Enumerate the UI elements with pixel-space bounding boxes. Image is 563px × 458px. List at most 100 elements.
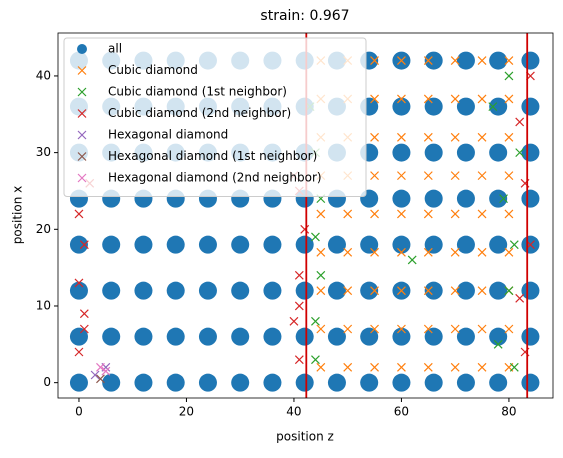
point [423, 286, 433, 296]
point [316, 247, 326, 257]
point [294, 301, 304, 311]
point [263, 281, 282, 300]
point [231, 327, 250, 346]
point [456, 51, 475, 70]
point [489, 373, 508, 392]
point [263, 235, 282, 254]
point [423, 324, 433, 334]
x-tick-label: 20 [179, 405, 194, 419]
point [423, 171, 433, 181]
point [450, 56, 460, 66]
point [360, 327, 379, 346]
point [515, 117, 525, 127]
point [477, 247, 487, 257]
point [327, 373, 346, 392]
point [504, 286, 514, 296]
point [392, 189, 411, 208]
legend-marker [77, 173, 87, 183]
point [423, 56, 433, 66]
point [311, 232, 320, 242]
point [295, 373, 314, 392]
legend-marker [77, 109, 87, 118]
point [231, 235, 250, 254]
point [295, 327, 314, 346]
point [74, 278, 84, 288]
y-tick-label: 0 [43, 375, 51, 389]
point [96, 362, 105, 372]
point [515, 148, 525, 158]
point [397, 94, 406, 104]
y-axis-label: position x [11, 186, 25, 244]
point [456, 373, 475, 392]
point [79, 240, 89, 250]
point [198, 281, 217, 300]
legend-label: Cubic diamond (1st neighbor) [108, 85, 287, 99]
point [489, 281, 508, 300]
point [316, 209, 326, 219]
point [493, 339, 503, 349]
point [69, 327, 88, 346]
point [423, 132, 433, 142]
point [397, 132, 406, 142]
point [360, 373, 379, 392]
point [343, 247, 353, 257]
point [370, 94, 379, 104]
point [134, 373, 153, 392]
point [423, 94, 433, 104]
point [397, 56, 406, 66]
point [294, 355, 304, 365]
point [79, 324, 89, 334]
point [327, 281, 346, 300]
point [69, 373, 88, 392]
point [316, 270, 326, 280]
point [456, 327, 475, 346]
point [370, 171, 379, 181]
legend: all Cubic diamond Cubic diamond (1st neigh… [63, 37, 367, 197]
point [69, 235, 88, 254]
point [477, 324, 487, 334]
point [504, 132, 514, 142]
point [74, 347, 84, 357]
plot-frame [57, 32, 554, 399]
point [74, 209, 84, 219]
point [504, 56, 514, 66]
point [300, 224, 310, 234]
point [450, 132, 460, 142]
legend-marker [77, 44, 87, 54]
legend-label: Hexagonal diamond [108, 128, 228, 142]
legend-label: Hexagonal diamond (1st neighbor) [108, 149, 317, 163]
point [424, 143, 443, 162]
point [231, 373, 250, 392]
point [521, 281, 540, 300]
point [392, 143, 411, 162]
point [456, 189, 475, 208]
point [198, 373, 217, 392]
point [504, 209, 514, 219]
point [489, 51, 508, 70]
point [424, 235, 443, 254]
point [311, 316, 320, 326]
point [295, 235, 314, 254]
point [477, 171, 487, 181]
y-tick-label: 40 [36, 68, 51, 82]
legend-label: Cubic diamond (2nd neighbor) [108, 106, 291, 120]
point [521, 97, 540, 116]
x-axis-label: position z [276, 430, 334, 444]
point [370, 209, 379, 219]
point [316, 362, 326, 372]
point [450, 209, 460, 219]
point [424, 51, 443, 70]
point [231, 281, 250, 300]
point [370, 362, 379, 372]
point [456, 143, 475, 162]
point [316, 286, 326, 296]
point [69, 281, 88, 300]
point [424, 281, 443, 300]
point [509, 362, 519, 372]
point [343, 209, 353, 219]
point [450, 247, 460, 257]
point [370, 324, 379, 334]
point [477, 286, 487, 296]
point [477, 56, 487, 66]
point [134, 327, 153, 346]
